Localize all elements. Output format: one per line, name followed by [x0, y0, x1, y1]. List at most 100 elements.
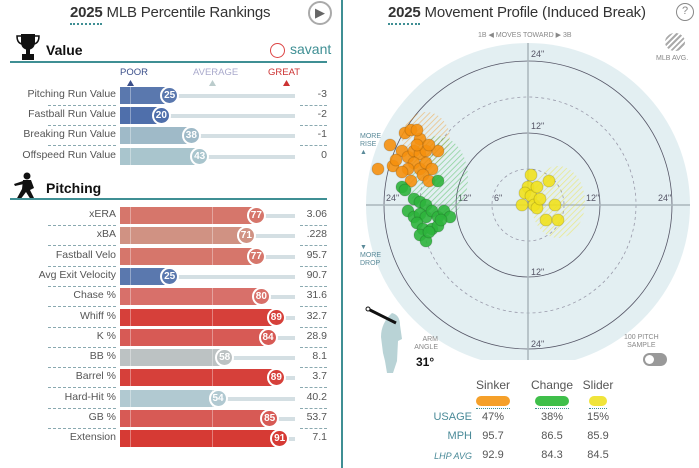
metric-label: Avg Exit Velocity	[38, 268, 116, 281]
row-divider	[300, 245, 327, 247]
scale-great: GREAT	[268, 67, 301, 78]
pitch-name: Change	[530, 378, 574, 392]
percentile-badge: 71	[236, 226, 256, 246]
more-rise-line1: MORE	[360, 133, 381, 140]
row-divider	[300, 285, 327, 287]
percentile-track	[120, 114, 295, 119]
metric-value: -2	[317, 108, 327, 121]
pitch-color-swatch	[535, 396, 569, 406]
row-divider	[300, 105, 327, 106]
swatch-underline	[589, 408, 607, 409]
help-icon[interactable]: ?	[676, 3, 694, 21]
arm-label-line2: ANGLE	[414, 344, 438, 351]
sinker-pitch-point	[404, 174, 418, 188]
movement-chart: 24" 12" 12" 24" 24" 12" 6" 12" 24"	[366, 43, 690, 360]
percentile-badge: 91	[270, 429, 290, 449]
change-pitch-point	[398, 183, 412, 197]
more-rise-line2: RISE	[360, 141, 377, 148]
sinker-pitch-point	[422, 138, 436, 152]
metric-value: 95.7	[306, 248, 327, 261]
row-divider	[48, 265, 116, 267]
dir-3b: 3B	[562, 32, 572, 39]
average-marker-icon	[209, 80, 216, 86]
metric-label: Fastball Run Value	[28, 108, 116, 121]
table-cell: 95.7	[482, 430, 504, 442]
percentile-track	[120, 134, 295, 139]
average-gridline	[212, 349, 213, 367]
percentile-track	[120, 94, 295, 98]
slider-pitch-point	[548, 198, 562, 212]
sample-toggle-label: 100 PITCH SAMPLE	[624, 334, 659, 350]
more-drop-line2: DROP	[360, 260, 381, 267]
slider-pitch-point	[530, 180, 544, 194]
row-divider	[48, 346, 116, 348]
percentile-bar	[120, 107, 162, 125]
slider-pitch-point	[539, 213, 553, 227]
poor-gridline	[130, 349, 131, 367]
value-section-title: Value	[46, 42, 83, 58]
mlb-avg-hatch-icon	[665, 33, 685, 51]
play-icon[interactable]: ▶	[308, 1, 332, 25]
title-underline	[388, 23, 420, 25]
sinker-pitch-point	[425, 162, 439, 176]
percentile-bar	[120, 127, 192, 145]
percentile-badge: 85	[260, 409, 280, 428]
up-arrow-icon: ▲	[360, 149, 367, 156]
percentile-badge: 77	[246, 246, 266, 266]
row-divider	[300, 145, 327, 147]
sinker-pitch-point	[395, 165, 409, 179]
percentile-title: 2025 MLB Percentile Rankings	[70, 4, 271, 22]
percentile-bar	[120, 288, 262, 306]
row-divider	[300, 346, 327, 348]
percentile-bar	[120, 227, 247, 245]
poor-gridline	[130, 308, 131, 326]
ring-label: 12"	[531, 267, 544, 277]
sinker-pitch-point	[383, 138, 397, 152]
percentile-bar	[120, 430, 280, 448]
poor-gridline	[130, 288, 131, 306]
average-gridline	[212, 328, 213, 346]
row-divider	[48, 326, 116, 328]
table-cell: 92.9	[482, 449, 504, 461]
ring-label: 6"	[494, 193, 502, 203]
change-pitch-point	[422, 225, 436, 239]
row-divider	[300, 387, 327, 389]
title-underline	[70, 23, 102, 25]
percentile-badge: 84	[258, 327, 278, 347]
arm-angle-pitcher-icon	[365, 306, 402, 373]
ring-label: 24"	[386, 193, 399, 203]
sample-toggle[interactable]	[643, 353, 667, 366]
average-gridline	[212, 288, 213, 306]
metric-label: Chase %	[73, 289, 116, 302]
arm-angle-label: ARM ANGLE	[414, 336, 438, 352]
savant-link[interactable]: savant	[290, 41, 332, 57]
pitching-section-line	[10, 198, 327, 200]
poor-gridline	[130, 247, 131, 265]
poor-gridline	[130, 227, 131, 245]
poor-gridline	[130, 87, 131, 104]
average-gridline	[212, 227, 213, 245]
metric-value: 3.06	[306, 208, 327, 220]
row-divider	[48, 428, 116, 429]
pitching-section-title: Pitching	[46, 180, 102, 196]
poor-gridline	[130, 410, 131, 427]
poor-gridline	[130, 207, 131, 224]
poor-gridline	[130, 127, 131, 145]
movement-profile-panel: 2025 Movement Profile (Induced Break) ? …	[344, 0, 699, 468]
percentile-badge: 25	[160, 266, 180, 286]
pitch-name: Sinker	[475, 378, 510, 392]
more-rise-label: MORE RISE ▲	[360, 133, 381, 157]
ring-label: 12"	[586, 193, 599, 203]
metric-value: 3.7	[312, 370, 327, 383]
average-gridline	[212, 207, 213, 224]
metric-value: 53.7	[306, 411, 327, 423]
metric-label: Breaking Run Value	[23, 128, 116, 141]
title-text: MLB Percentile Rankings	[106, 4, 271, 21]
row-divider	[300, 125, 327, 127]
metric-value: 31.6	[306, 289, 327, 302]
metric-value: 28.9	[306, 329, 327, 342]
sinker-pitch-point	[410, 138, 424, 152]
ring-label: 12"	[531, 121, 544, 131]
percentile-bar	[120, 369, 277, 387]
row-divider	[48, 367, 116, 369]
